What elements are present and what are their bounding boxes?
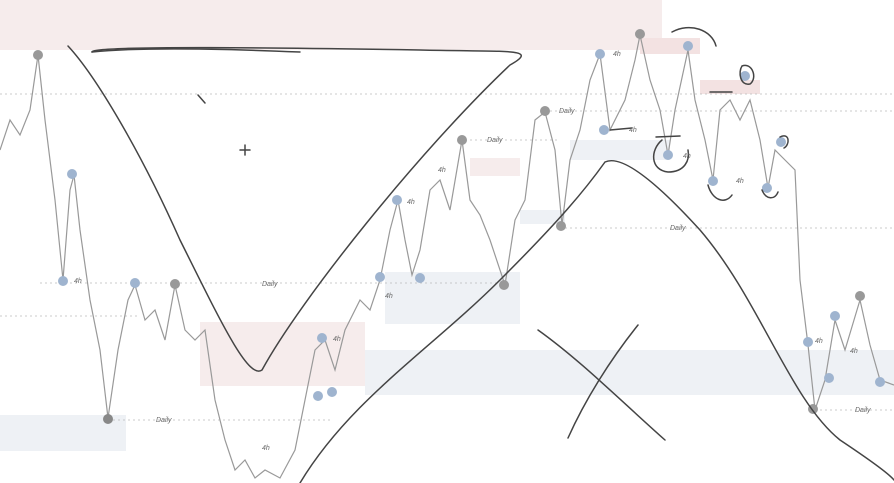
pivot-high <box>540 106 550 116</box>
timeframe-label: 4h <box>683 153 691 160</box>
timeframe-label: 4h <box>262 445 270 452</box>
drawn-stroke <box>197 94 206 104</box>
timeframe-label: 4h <box>736 178 744 185</box>
level-lines <box>0 93 894 421</box>
timeframe-label: Daily <box>156 417 172 424</box>
pivot-high <box>776 137 786 147</box>
pivot-low <box>499 280 509 290</box>
drawn-stroke <box>655 135 681 138</box>
pivot-high <box>67 169 77 179</box>
drawn-cross <box>567 324 639 439</box>
timeframe-label: 4h <box>629 127 637 134</box>
timeframe-label: 4h <box>438 167 446 174</box>
drawn-arc <box>671 26 717 47</box>
pivot-low <box>415 273 425 283</box>
pivot-high <box>375 272 385 282</box>
drawn-curve <box>91 48 301 53</box>
supply-zone <box>470 158 520 176</box>
pivot-high <box>130 278 140 288</box>
pivot-low <box>556 221 566 231</box>
zones <box>0 0 894 451</box>
pivot-low <box>327 387 337 397</box>
demand-zone <box>385 272 520 324</box>
drawn-arc <box>739 64 755 85</box>
timeframe-label: 4h <box>333 336 341 343</box>
pivot-low <box>875 377 885 387</box>
timeframe-label: Daily <box>670 225 686 232</box>
supply-zone <box>0 0 662 50</box>
pivot-high <box>740 71 750 81</box>
timeframe-label: 4h <box>74 278 82 285</box>
pivot-low <box>663 150 673 160</box>
timeframe-label: Daily <box>559 108 575 115</box>
drawn-stroke <box>609 127 633 131</box>
drawn-arc <box>779 135 789 149</box>
pivot-high <box>683 41 693 51</box>
pivot-high <box>317 333 327 343</box>
timeframe-label: Daily <box>855 407 871 414</box>
pivot-high <box>635 29 645 39</box>
timeframe-label: 4h <box>815 338 823 345</box>
drawn-arc <box>761 189 779 199</box>
pivot-high <box>457 135 467 145</box>
pivot-high <box>392 195 402 205</box>
demand-zone <box>570 140 670 160</box>
supply-zone <box>200 322 365 386</box>
pivot-high <box>33 50 43 60</box>
timeframe-label: 4h <box>850 348 858 355</box>
timeframe-label: 4h <box>407 199 415 206</box>
pivot-low <box>599 125 609 135</box>
pivot-low <box>313 391 323 401</box>
timeframe-label: Daily <box>487 137 503 144</box>
cursor-cross <box>239 144 251 156</box>
drawn-curve <box>299 160 894 483</box>
timeframe-label: 4h <box>613 51 621 58</box>
drawn-cross <box>537 329 666 441</box>
pivot-low <box>103 414 113 424</box>
drawn-curve <box>67 45 522 372</box>
drawn-arc <box>707 184 733 201</box>
pivot-high <box>830 311 840 321</box>
pivot-markers <box>33 29 885 424</box>
pivot-low <box>762 183 772 193</box>
pivot-low <box>803 337 813 347</box>
pivot-high <box>170 279 180 289</box>
timeframe-label: 4h <box>385 293 393 300</box>
drawn-arc <box>653 139 690 173</box>
pivot-high <box>595 49 605 59</box>
demand-zone <box>365 350 894 395</box>
pivot-low <box>824 373 834 383</box>
pivot-high <box>855 291 865 301</box>
timeframe-labels: 4h Daily Daily 4h 4h 4h Daily 4h 4h Daily 4h 4h 4h 4h… <box>74 51 871 452</box>
annotations <box>67 26 894 483</box>
pivot-low <box>708 176 718 186</box>
price-line <box>0 34 894 479</box>
timeframe-label: Daily <box>262 281 278 288</box>
pivot-low <box>58 276 68 286</box>
demand-zone <box>520 210 565 224</box>
